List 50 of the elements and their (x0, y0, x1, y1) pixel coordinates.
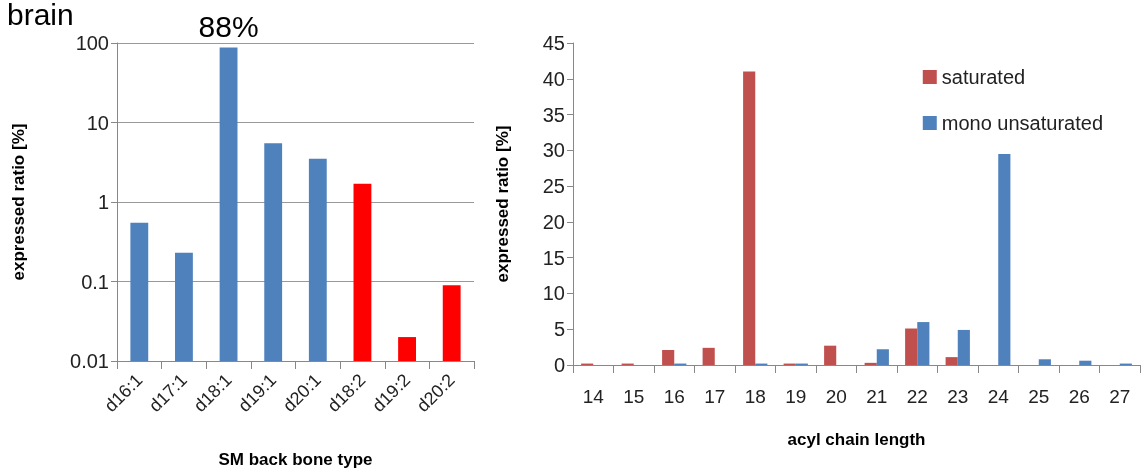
bar (743, 71, 756, 365)
x-tick-label: 24 (987, 386, 1010, 407)
bar (702, 347, 715, 365)
x-tick-label: 20 (825, 386, 847, 407)
y-tick-label: 0 (553, 354, 565, 376)
bar (905, 328, 918, 365)
x-tick-label: 27 (1109, 386, 1131, 407)
x-tick-label: 18 (744, 386, 766, 407)
y-tick-label: 5 (553, 318, 565, 341)
x-tick-label: 15 (623, 386, 645, 407)
x-tick-label: 26 (1068, 386, 1090, 407)
x-tick-label: 16 (663, 386, 685, 407)
y-tick-label: 0.01 (70, 350, 109, 372)
y-axis-title: expressed ratio [%] (9, 123, 28, 281)
bar (957, 329, 970, 365)
y-tick-label: 1 (97, 191, 109, 213)
bar (998, 153, 1011, 365)
annotation: 88% (198, 9, 259, 43)
bar (876, 349, 889, 365)
y-tick-label: 10 (86, 111, 109, 134)
bar (917, 322, 930, 365)
x-axis-title: SM back bone type (218, 450, 373, 469)
bar (864, 362, 877, 365)
y-tick-label: 15 (542, 246, 565, 269)
bar (1079, 360, 1092, 365)
y-tick-label: 0.1 (81, 270, 109, 293)
y-tick-label: 45 (542, 32, 565, 54)
y-tick-label: 10 (542, 282, 565, 305)
bar (1038, 359, 1051, 365)
x-tick-label: 22 (906, 386, 928, 407)
x-tick-label: 25 (1028, 386, 1050, 407)
y-tick-label: 30 (542, 139, 565, 162)
legend-label: mono unsaturated (941, 112, 1104, 134)
bar (662, 349, 675, 365)
x-axis-title: acyl chain length (787, 430, 926, 449)
x-tick-label: 23 (947, 386, 969, 407)
y-tick-label: 20 (542, 210, 565, 233)
bar (824, 345, 837, 365)
x-tick-label: 21 (866, 386, 888, 407)
x-tick-label: 14 (582, 386, 605, 407)
legend-label: saturated (941, 66, 1026, 88)
y-tick-label: 35 (542, 103, 565, 126)
x-tick-label: 17 (704, 386, 726, 407)
chart-title: brain (7, 0, 74, 31)
y-axis-title: expressed ratio [%] (493, 125, 512, 283)
y-tick-label: 25 (542, 175, 565, 198)
y-tick-label: 40 (542, 67, 565, 90)
bar (945, 357, 958, 365)
x-tick-label: 19 (785, 386, 807, 407)
y-tick-label: 100 (75, 32, 109, 54)
